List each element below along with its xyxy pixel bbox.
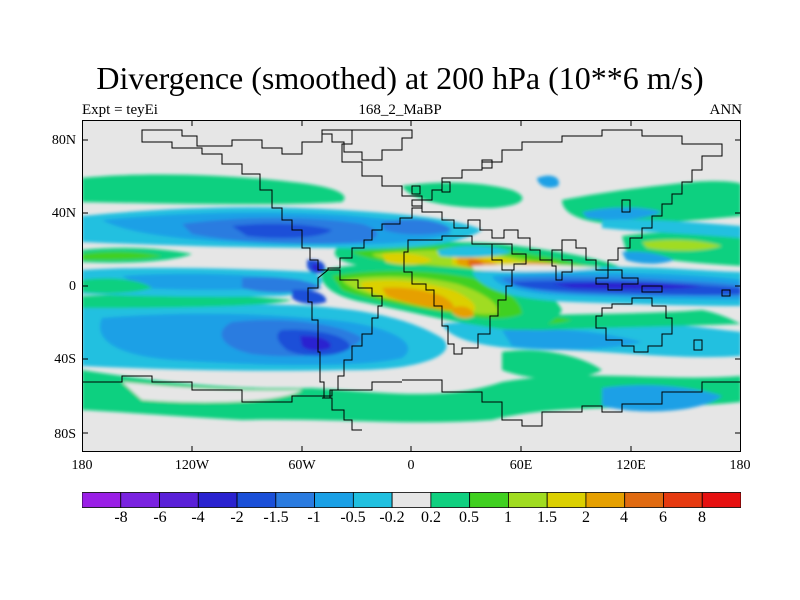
- colorbar-swatch: [236, 492, 277, 508]
- x-tick-label: 120W: [174, 458, 210, 473]
- y-tick-label: 40S: [54, 352, 76, 367]
- colorbar-swatch: [159, 492, 199, 508]
- colorbar-label: 0.5: [459, 509, 479, 526]
- colorbar-swatch: [275, 492, 315, 508]
- colorbar-swatch: [430, 492, 471, 508]
- colorbar-label: 0.2: [421, 509, 441, 526]
- y-tick-label: 80N: [51, 133, 76, 148]
- colorbar-swatch: [546, 492, 587, 508]
- colorbar-label: 4: [620, 509, 628, 526]
- experiment-label: Expt = teyEi: [82, 102, 158, 118]
- colorbar-label: 2: [582, 509, 590, 526]
- colorbar-label: -4: [191, 509, 205, 526]
- colorbar-swatch: [469, 492, 509, 508]
- colorbar-swatch: [701, 492, 741, 508]
- colorbar-swatch: [624, 492, 664, 508]
- colorbar-label: -0.2: [379, 509, 405, 526]
- colorbar-swatch: [82, 492, 122, 508]
- colorbar-label: -1.5: [263, 509, 289, 526]
- colorbar-swatch: [352, 492, 393, 508]
- colorbar-swatch: [391, 492, 432, 508]
- plot-title: Divergence (smoothed) at 200 hPa (10**6 …: [96, 60, 704, 96]
- colorbar-swatch: [508, 492, 548, 508]
- y-tick-label: 40N: [51, 206, 76, 221]
- x-tick-label: 60W: [288, 458, 316, 473]
- colorbar-swatch: [314, 492, 354, 508]
- colorbar-swatch: [197, 492, 238, 508]
- colorbar-label: -2: [230, 509, 244, 526]
- contour-fill: [82, 174, 741, 423]
- divergence-map: [82, 120, 741, 452]
- x-tick-label: 180: [729, 458, 751, 473]
- colorbar: [82, 492, 741, 508]
- x-tick-label: 180: [71, 458, 93, 473]
- run-id-label: 168_2_MaBP: [358, 102, 442, 118]
- coastline-outline: [82, 129, 741, 431]
- colorbar-label: 1: [504, 509, 512, 526]
- colorbar-label: -1: [307, 509, 321, 526]
- colorbar-swatch: [663, 492, 703, 508]
- colorbar-label: -8: [114, 509, 128, 526]
- x-tick-label: 0: [407, 458, 415, 473]
- y-tick-label: 0: [69, 279, 76, 294]
- colorbar-swatch: [585, 492, 626, 508]
- x-tick-label: 120E: [616, 458, 646, 473]
- season-label: ANN: [709, 102, 743, 118]
- colorbar-label: 8: [698, 509, 706, 526]
- colorbar-label: 6: [659, 509, 667, 526]
- colorbar-label: -6: [153, 509, 167, 526]
- y-tick-label: 80S: [54, 427, 76, 442]
- colorbar-label: 1.5: [537, 509, 557, 526]
- x-tick-label: 60E: [509, 458, 533, 473]
- axis-ticks: [82, 120, 741, 452]
- colorbar-label: -0.5: [340, 509, 366, 526]
- colorbar-swatch: [120, 492, 160, 508]
